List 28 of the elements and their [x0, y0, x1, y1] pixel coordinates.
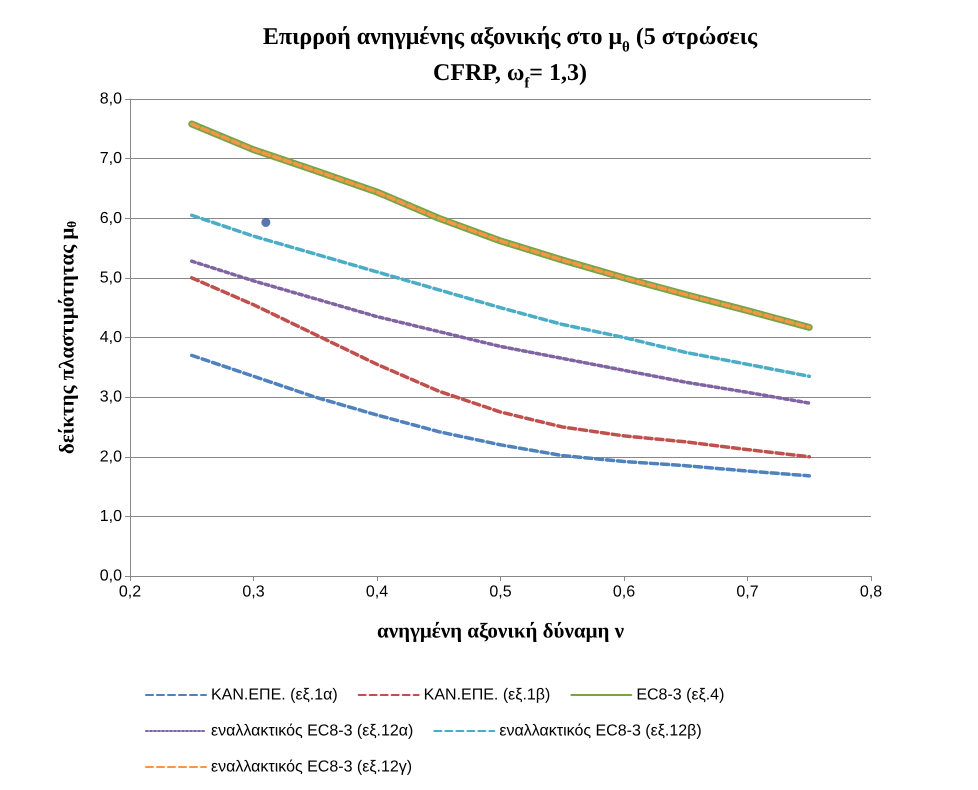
- x-tick-label: 0,4: [366, 584, 388, 600]
- line-series: [190, 259, 811, 405]
- y-tick-label: 8,0: [100, 90, 122, 108]
- legend-label: ΚΑΝ.ΕΠΕ. (εξ.1β): [424, 686, 550, 704]
- legend-label: εναλλακτικός EC8-3 (εξ.12α): [211, 722, 414, 740]
- y-tick-label: 1,0: [100, 508, 122, 525]
- x-axis-title: ανηγμένη αξονική δύναμη ν: [376, 618, 625, 642]
- y-tick-label: 4,0: [100, 329, 122, 346]
- legend-label: εναλλακτικός EC8-3 (εξ.12β): [499, 722, 702, 740]
- y-tick-label: 2,0: [100, 448, 122, 466]
- y-tick-label: 6,0: [100, 210, 122, 227]
- y-tick-label: 5,0: [100, 269, 122, 286]
- line-series: [190, 276, 811, 458]
- x-tick-label: 0,7: [736, 584, 759, 600]
- x-tick-label: 0,5: [489, 584, 512, 600]
- x-tick-label: 0,8: [860, 584, 882, 600]
- y-axis-title: δείκτης πλαστιμότητας μθ: [54, 220, 79, 454]
- line-series: [190, 214, 811, 378]
- line-series: [190, 354, 811, 478]
- legend-label: εναλλακτικός EC8-3 (εξ.12γ): [211, 758, 412, 776]
- y-tick-label: 0,0: [100, 568, 122, 584]
- x-tick-label: 0,2: [118, 584, 142, 600]
- legend-label: EC8-3 (εξ.4): [636, 686, 724, 704]
- legend-label: ΚΑΝ.ΕΠΕ. (εξ.1α): [211, 686, 338, 704]
- y-tick-label: 7,0: [100, 150, 122, 168]
- y-tick-label: 3,0: [100, 388, 122, 406]
- x-tick-label: 0,6: [612, 584, 636, 600]
- x-tick-label: 0,3: [242, 584, 265, 600]
